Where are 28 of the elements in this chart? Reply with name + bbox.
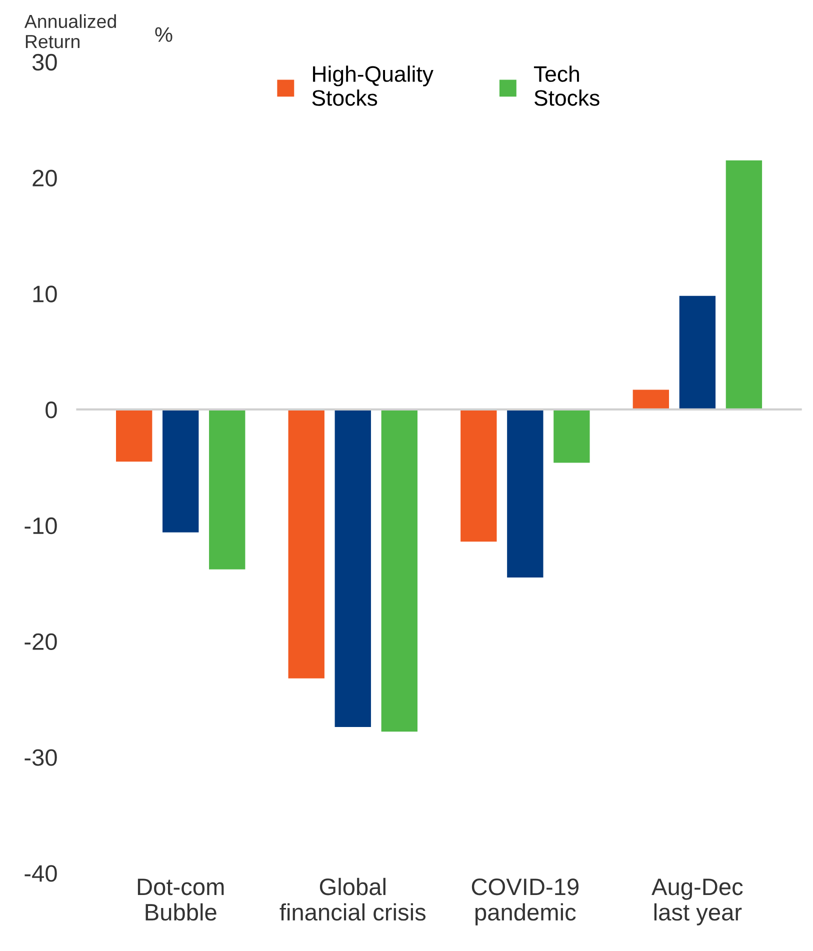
legend-label: Tech Stocks: [534, 66, 600, 106]
y-tick-label: -20: [24, 633, 57, 650]
bar: [162, 409, 199, 532]
bar: [554, 409, 590, 463]
y-tick-label: -30: [24, 749, 57, 766]
y-tick-label: 20: [32, 170, 57, 186]
text: %: [155, 27, 172, 42]
x-tick-label: Global financial crisis: [280, 878, 426, 921]
x-tick-label: Aug-Dec last year: [652, 878, 743, 926]
y-tick-label: 30: [32, 54, 57, 71]
bar: [507, 409, 544, 578]
x-tick-label: Dot-com Bubble: [138, 878, 224, 921]
y-tick-label: 0: [46, 402, 57, 418]
bar: [288, 409, 324, 678]
x-tick-label: COVID-19 pandemic: [472, 878, 578, 926]
bar: [726, 160, 762, 410]
y-tick-label: -10: [24, 517, 57, 534]
bar: [381, 409, 418, 732]
bar: [209, 409, 246, 570]
legend-label: High-Quality Stocks: [312, 66, 434, 106]
bar: [632, 390, 670, 410]
bar: [460, 409, 497, 542]
y-tick-label: -40: [24, 865, 57, 882]
bar: [116, 409, 152, 462]
bar: [334, 409, 371, 727]
bar: [679, 296, 716, 410]
y-axis-title: Annualized Return: [24, 14, 116, 48]
y-tick-label: 10: [33, 286, 57, 302]
